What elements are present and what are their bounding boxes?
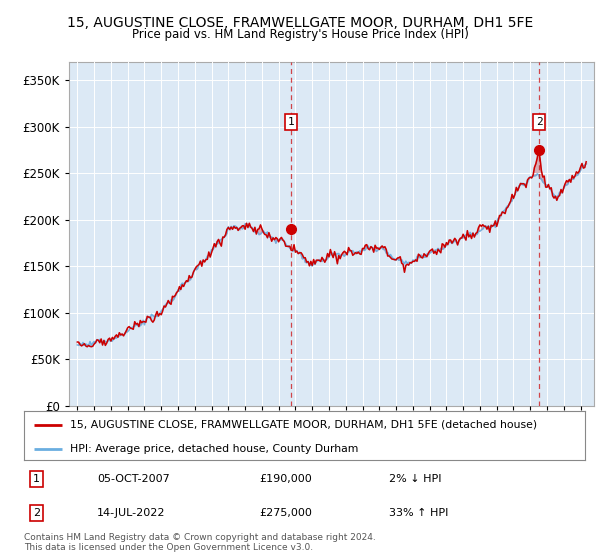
Text: This data is licensed under the Open Government Licence v3.0.: This data is licensed under the Open Gov… [24, 543, 313, 552]
Text: £190,000: £190,000 [260, 474, 313, 484]
Text: Contains HM Land Registry data © Crown copyright and database right 2024.: Contains HM Land Registry data © Crown c… [24, 533, 376, 542]
Text: 2% ↓ HPI: 2% ↓ HPI [389, 474, 441, 484]
Text: 05-OCT-2007: 05-OCT-2007 [97, 474, 170, 484]
Text: Price paid vs. HM Land Registry's House Price Index (HPI): Price paid vs. HM Land Registry's House … [131, 28, 469, 41]
Text: 1: 1 [33, 474, 40, 484]
Text: 14-JUL-2022: 14-JUL-2022 [97, 508, 166, 519]
Text: £275,000: £275,000 [260, 508, 313, 519]
Text: HPI: Average price, detached house, County Durham: HPI: Average price, detached house, Coun… [70, 445, 358, 455]
Text: 2: 2 [536, 117, 542, 127]
Text: 15, AUGUSTINE CLOSE, FRAMWELLGATE MOOR, DURHAM, DH1 5FE (detached house): 15, AUGUSTINE CLOSE, FRAMWELLGATE MOOR, … [70, 420, 537, 430]
Text: 1: 1 [288, 117, 295, 127]
Text: 2: 2 [33, 508, 40, 519]
Text: 15, AUGUSTINE CLOSE, FRAMWELLGATE MOOR, DURHAM, DH1 5FE: 15, AUGUSTINE CLOSE, FRAMWELLGATE MOOR, … [67, 16, 533, 30]
Text: 33% ↑ HPI: 33% ↑ HPI [389, 508, 448, 519]
